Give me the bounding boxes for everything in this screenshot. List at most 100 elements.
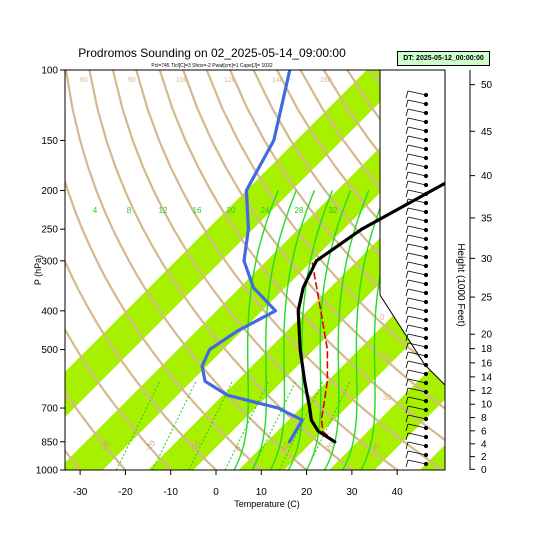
wind-station-dot	[423, 164, 429, 170]
adiabat-side-label: 0	[380, 313, 385, 322]
wind-station-dot	[423, 200, 429, 206]
wind-station-dot	[423, 398, 429, 404]
x-tick-label: 10	[256, 487, 268, 498]
wind-barb	[407, 234, 427, 240]
adiabat-top-label: 80	[80, 77, 88, 84]
wind-station-dot	[423, 335, 429, 341]
wind-station-dot	[423, 182, 429, 188]
moist-adiabat-label: 4	[93, 206, 98, 215]
wind-station-dot	[423, 227, 429, 233]
wind-barb	[407, 126, 427, 132]
dry-adiabat	[158, 70, 445, 442]
dry-adiabat	[111, 70, 400, 470]
wind-barb	[407, 369, 427, 375]
wind-barb	[407, 360, 427, 366]
series-temperature	[296, 181, 445, 444]
wind-barb-flag	[405, 108, 409, 117]
adiabat-top-label: 100	[176, 77, 188, 84]
wind-barb-flag	[405, 405, 409, 414]
moist-adiabat-label: 12	[159, 206, 168, 215]
moist-adiabat	[342, 190, 388, 470]
wind-station-dot	[423, 362, 429, 368]
wind-barb	[407, 306, 427, 312]
wind-barb	[407, 378, 427, 384]
y-tick-label: 300	[41, 256, 58, 267]
y-tick-label: 1000	[36, 466, 59, 477]
wind-barb-flag	[405, 279, 409, 288]
wind-barb	[407, 270, 427, 276]
dry-adiabat	[88, 70, 354, 470]
wind-barb	[407, 90, 427, 96]
moist-adiabat	[360, 190, 406, 470]
dry-adiabat	[512, 70, 540, 479]
wind-station-dot	[423, 434, 429, 440]
moist-adiabat-label: 28	[295, 206, 304, 215]
wind-barb	[407, 450, 427, 456]
wind-barb-flag	[405, 396, 409, 405]
adiabat-side-label: -30	[380, 393, 392, 402]
moist-adiabats	[233, 190, 406, 470]
wind-barb	[407, 315, 427, 321]
isotherm-band	[329, 354, 445, 470]
height-tick-label: 45	[481, 127, 493, 138]
wind-station-dot	[423, 416, 429, 422]
wind-station-dot	[423, 452, 429, 458]
wind-station-dot	[423, 389, 429, 395]
wind-barb	[407, 144, 427, 150]
dry-adiabat	[65, 177, 263, 470]
mixing-ratio-line	[306, 381, 351, 470]
dry-adiabat	[65, 327, 173, 470]
wind-column-background	[380, 70, 445, 385]
y-tick-label: 700	[41, 404, 58, 415]
y-tick-label: 100	[41, 66, 58, 77]
wind-barb-flag	[405, 153, 409, 162]
wind-barb	[407, 324, 427, 330]
wind-barb-flag	[405, 369, 409, 378]
y-tick-label: 250	[41, 225, 58, 236]
wind-barb	[407, 198, 427, 204]
isotherm-label: 0	[233, 443, 243, 453]
wind-barb	[407, 189, 427, 195]
height-tick-label: 8	[481, 413, 487, 424]
wind-barb-flag	[405, 441, 409, 450]
wind-barb-flag	[405, 288, 409, 297]
wind-barb-flag	[405, 432, 409, 441]
adiabat-top-label: 90	[128, 77, 136, 84]
wind-barb	[407, 432, 427, 438]
wind-barb	[407, 297, 427, 303]
wind-barb-flag	[405, 378, 409, 387]
dry-adiabat	[65, 70, 309, 470]
wind-barb-flag	[405, 342, 409, 351]
wind-barb	[407, 225, 427, 231]
wind-barb-flag	[405, 162, 409, 171]
wind-station-dot	[423, 407, 429, 413]
wind-station-dot	[423, 308, 429, 314]
wind-barb-flag	[405, 189, 409, 198]
dry-adiabat	[252, 70, 445, 318]
wind-barb	[407, 171, 427, 177]
isotherm-band	[65, 82, 445, 470]
height-tick-label: 0	[481, 465, 487, 476]
plot-frame	[64, 69, 446, 471]
wind-barb-flag	[405, 351, 409, 360]
x-axis-label: Temperature (C)	[234, 499, 300, 509]
adiabat-top-label: 120	[224, 77, 236, 84]
wind-barb	[407, 423, 427, 429]
wind-station-dot	[423, 263, 429, 269]
y-tick-label: 200	[41, 186, 58, 197]
wind-barb-flag	[405, 171, 409, 180]
wind-barb	[407, 252, 427, 258]
wind-barb	[407, 405, 427, 411]
wind-barb	[407, 135, 427, 141]
wind-barb-flag	[405, 99, 409, 108]
mixing-ratio-line	[188, 381, 233, 470]
wind-barb	[407, 207, 427, 213]
wind-barb	[407, 117, 427, 123]
height-tick-label: 40	[481, 171, 493, 182]
wind-station-dot	[423, 281, 429, 287]
isotherm-band	[148, 173, 445, 470]
wind-barb	[407, 351, 427, 357]
isotherm-bands	[65, 70, 445, 470]
series-parcel	[311, 259, 336, 443]
